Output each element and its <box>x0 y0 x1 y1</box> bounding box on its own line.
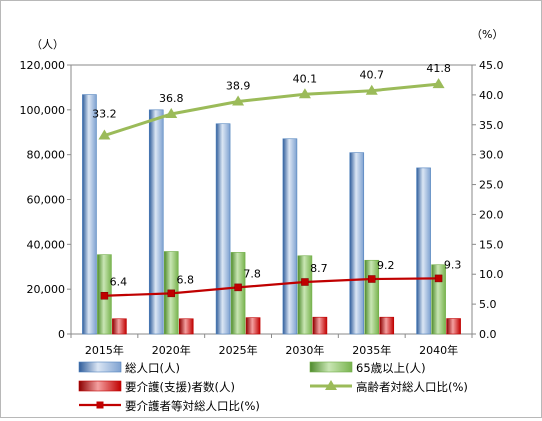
point-care-ratio <box>167 289 175 298</box>
bar-care-recipients <box>178 318 194 335</box>
right-axis-tick-label: 15.0 <box>479 238 504 251</box>
data-label-elderly-ratio: 41.8 <box>426 62 451 75</box>
point-elderly-ratio <box>165 108 178 119</box>
x-axis-tick-label: 2015年 <box>85 343 124 357</box>
plot-area: 0 20,000 40,000 60,000 80,000 100,000 120,000 0… <box>20 59 504 357</box>
bar-total-population <box>416 167 431 335</box>
bar-care-recipients <box>112 318 127 335</box>
data-label-care-ratio: 9.2 <box>377 259 395 272</box>
point-elderly-ratio <box>298 88 311 99</box>
bar-care-recipients <box>312 316 328 335</box>
right-axis-tick-label: 0.0 <box>479 328 497 341</box>
data-label-care-ratio: 9.3 <box>444 258 462 271</box>
x-axis-tick-label: 2035年 <box>352 343 391 357</box>
left-axis-unit: （人） <box>31 38 64 51</box>
point-care-ratio <box>434 274 443 283</box>
data-label-elderly-ratio: 36.8 <box>159 92 184 105</box>
legend-label-age-65-plus: 65歳以上(人) <box>356 361 426 375</box>
right-axis-tick-label: 30.0 <box>479 149 504 162</box>
left-axis-tick-label: 120,000 <box>20 59 66 72</box>
data-label-elderly-ratio: 40.1 <box>293 72 318 85</box>
bar-care-recipients <box>245 317 261 335</box>
data-label-care-ratio: 6.8 <box>177 273 195 286</box>
data-label-elderly-ratio: 38.9 <box>226 79 251 92</box>
data-label-care-ratio: 6.4 <box>110 276 128 289</box>
right-axis-tick-label: 40.0 <box>479 89 504 102</box>
legend-marker-elderly-ratio <box>325 380 337 390</box>
point-elderly-ratio <box>365 84 378 95</box>
legend-label-care-recipients: 要介護(支援)者数(人) <box>125 380 235 394</box>
x-axis-tick-label: 2020年 <box>152 343 191 357</box>
point-elderly-ratio <box>98 129 111 140</box>
legend-label-care-ratio: 要介護者等対総人口比(%) <box>125 399 260 413</box>
line-elderly-ratio <box>103 82 439 137</box>
data-label-elderly-ratio: 40.7 <box>360 69 385 82</box>
bar-age-65-plus <box>297 255 313 335</box>
point-elderly-ratio <box>432 78 445 89</box>
left-axis-tick-label: 60,000 <box>27 194 66 207</box>
right-axis-tick-label: 5.0 <box>479 298 497 311</box>
point-care-ratio <box>234 283 242 292</box>
x-axis-tick-label: 2030年 <box>285 343 324 357</box>
bar-total-population <box>215 123 231 335</box>
data-label-care-ratio: 7.8 <box>243 267 261 280</box>
left-axis-tick-label: 0 <box>58 328 65 341</box>
bar-age-65-plus <box>230 252 246 335</box>
legend-label-elderly-ratio: 高齢者対総人口比(%) <box>356 380 468 394</box>
left-axis-tick-label: 40,000 <box>27 238 66 251</box>
right-axis-tick-label: 35.0 <box>479 119 504 132</box>
point-care-ratio <box>368 275 376 283</box>
data-label-care-ratio: 8.7 <box>310 262 328 275</box>
left-axis-tick-label: 20,000 <box>27 283 66 296</box>
right-axis-tick-label: 10.0 <box>479 268 504 281</box>
x-axis-tick-label: 2025年 <box>219 343 258 357</box>
legend-swatch-total-population <box>78 361 122 373</box>
point-elderly-ratio <box>232 95 245 106</box>
bar-total-population <box>148 109 164 335</box>
x-axis-tick-label: 2040年 <box>419 343 458 357</box>
right-axis-tick-label: 25.0 <box>479 179 504 192</box>
bar-total-population <box>82 94 97 335</box>
line-care-ratio <box>104 277 439 297</box>
bar-total-population <box>349 152 365 335</box>
legend-marker-care-ratio <box>96 401 104 409</box>
bar-care-recipients <box>446 318 461 335</box>
right-axis-unit: （%） <box>471 28 503 41</box>
legend-swatch-care-recipients <box>78 380 122 392</box>
bar-care-recipients <box>379 316 395 335</box>
right-axis-tick-label: 20.0 <box>479 208 504 221</box>
point-care-ratio <box>301 278 309 286</box>
data-label-elderly-ratio: 33.2 <box>92 108 117 121</box>
bar-total-population <box>282 138 298 335</box>
left-axis-tick-label: 100,000 <box>20 104 66 117</box>
left-axis-tick-label: 80,000 <box>27 149 66 162</box>
legend: 総人口(人) 65歳以上(人) 要介護(支援)者数(人) 高齢者対総人口比(%) 要介護… <box>78 361 468 413</box>
point-care-ratio <box>100 291 109 300</box>
legend-swatch-age-65-plus <box>309 361 353 373</box>
plot-border <box>70 64 473 335</box>
right-axis-tick-label: 45.0 <box>479 59 504 72</box>
legend-label-total-population: 総人口(人) <box>125 361 180 375</box>
